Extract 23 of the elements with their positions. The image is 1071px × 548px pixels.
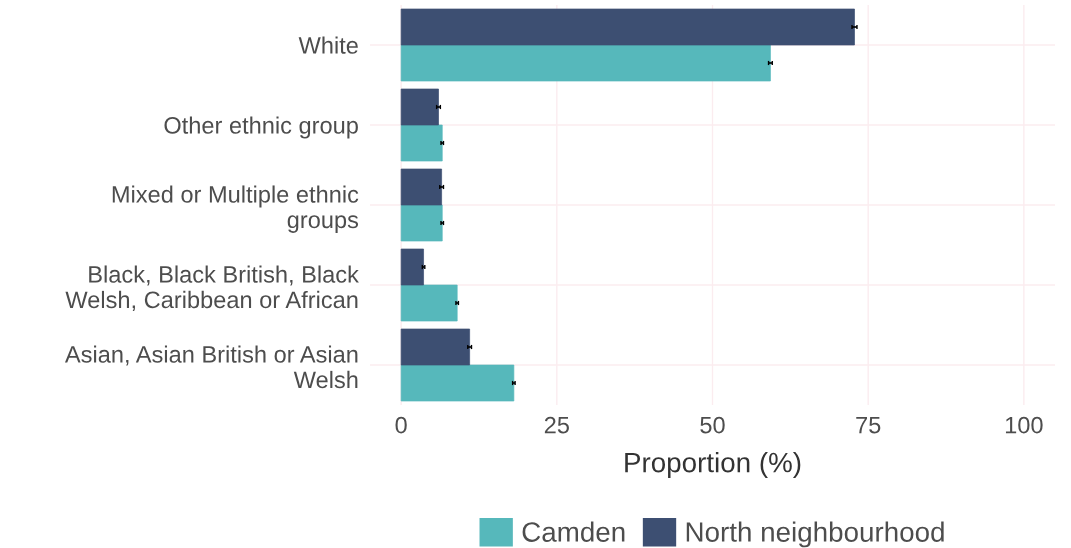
x-tick-label: 25 [544,416,569,434]
bar [400,248,424,286]
bar [400,8,855,46]
bar [400,364,515,402]
bar [400,328,470,366]
bar [400,88,439,126]
y-tick-label: Asian, Asian British or Asian Welsh [64,345,358,389]
y-tick-label: Mixed or Multiple ethnic groups [112,185,359,233]
x-tick-label: 100 [1005,416,1043,434]
y-tick-label: Other ethnic group [164,116,358,139]
x-tick-label: 0 [395,416,407,434]
y-tick-label: White [298,36,358,54]
bar [400,44,771,82]
legend-label: North neighbourhood [686,521,944,548]
bar [400,168,442,206]
x-tick-label: 50 [700,416,725,434]
legend-label: Camden [522,521,625,542]
bar [400,204,443,242]
y-tick-label: Black, Black British, Black Welsh, Caribbean or African [65,265,359,311]
bar [400,124,443,162]
x-tick-label: 75 [856,416,881,434]
x-axis-title: Proportion (%) [625,452,801,478]
bar [400,284,458,322]
